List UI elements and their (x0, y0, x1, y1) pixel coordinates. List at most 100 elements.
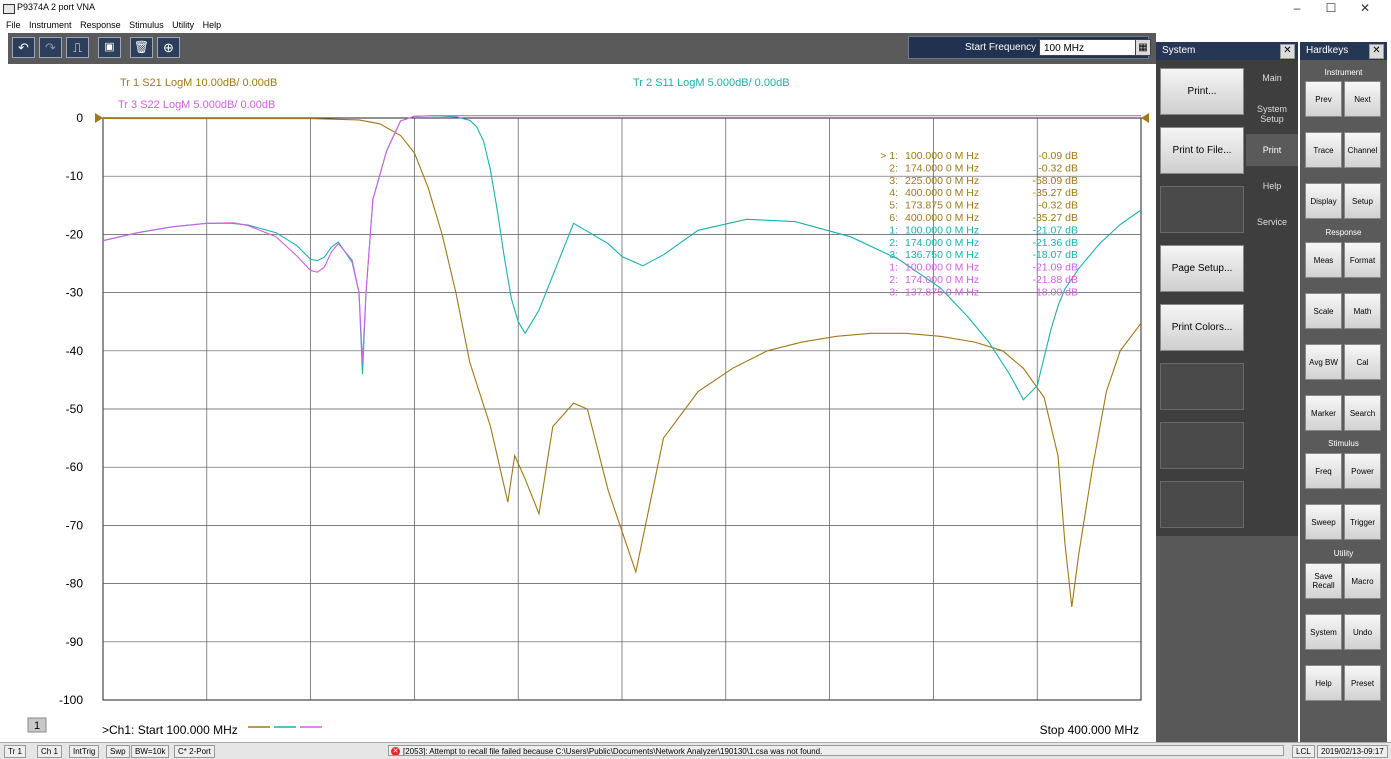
key-search[interactable]: Search (1344, 395, 1381, 431)
tab-service[interactable]: Service (1246, 206, 1298, 238)
print-button[interactable]: Print... (1160, 68, 1244, 115)
tab-help[interactable]: Help (1246, 170, 1298, 202)
status-channel[interactable]: Ch 1 (37, 745, 62, 758)
y-tick-label: -10 (66, 169, 84, 183)
key-format[interactable]: Format (1344, 242, 1381, 278)
key-channel[interactable]: Channel (1344, 132, 1381, 168)
status-message: ✕ [2053]: Attempt to recall file failed … (388, 745, 1284, 756)
menu-utility[interactable]: Utility (172, 20, 195, 30)
key-sweep[interactable]: Sweep (1305, 504, 1342, 540)
key-display[interactable]: Display (1305, 183, 1342, 219)
softkey-blank-3 (1160, 422, 1244, 469)
marker-readout-id: 1: (889, 262, 898, 274)
key-trigger[interactable]: Trigger (1344, 504, 1381, 540)
key-cal[interactable]: Cal (1344, 344, 1381, 380)
key-system[interactable]: System (1305, 614, 1342, 650)
app-icon (3, 4, 15, 14)
key-save-recall[interactable]: Save Recall (1305, 563, 1342, 599)
menu-stimulus[interactable]: Stimulus (129, 20, 164, 30)
marker-readout-id: > 1: (880, 150, 898, 162)
menu-response[interactable]: Response (80, 20, 121, 30)
error-icon: ✕ (391, 747, 400, 755)
key-macro[interactable]: Macro (1344, 563, 1381, 599)
trace-2-line (102, 115, 1142, 401)
screenshot-icon[interactable]: ▣ (98, 37, 121, 58)
status-lcl: LCL (1292, 745, 1315, 758)
menu-file[interactable]: File (6, 20, 21, 30)
key-scale[interactable]: Scale (1305, 293, 1342, 329)
key-trace[interactable]: Trace (1305, 132, 1342, 168)
section-stimulus: Stimulus (1328, 439, 1359, 448)
toolbar: ↶ ↷ ⎍ ▣ 🗑 ⊕ Start Frequency 100 MHz ▦ (8, 33, 1156, 64)
marker-readout-id: 3: (889, 286, 898, 298)
minimize-button[interactable]: – (1293, 1, 1301, 15)
marker-readout-id: 3: (889, 249, 898, 261)
tab-print[interactable]: Print (1246, 134, 1298, 166)
status-calibration[interactable]: C* 2-Port (174, 745, 215, 758)
marker-readout-id: 5: (889, 200, 898, 212)
status-datetime: 2019/02/13-09:17 (1317, 745, 1388, 758)
system-panel-close-icon[interactable]: ✕ (1280, 44, 1295, 59)
trace-1-label[interactable]: Tr 1 S21 LogM 10.00dB/ 0.00dB (120, 77, 277, 89)
key-preset[interactable]: Preset (1344, 665, 1381, 701)
key-math[interactable]: Math (1344, 293, 1381, 329)
menu-help[interactable]: Help (202, 20, 222, 30)
hardkeys-close-icon[interactable]: ✕ (1369, 44, 1384, 59)
key-power[interactable]: Power (1344, 453, 1381, 489)
marker-readout-value: -21.88 dB (1032, 274, 1078, 286)
marker-readout-value: -35.27 dB (1032, 187, 1078, 199)
title-bar: P9374A 2 port VNA – ☐ ✕ (0, 0, 1391, 17)
marker-readout-value: -21.09 dB (1032, 262, 1078, 274)
trace-2-label[interactable]: Tr 2 S11 LogM 5.000dB/ 0.00dB (633, 77, 790, 89)
menu-instrument[interactable]: Instrument (29, 20, 72, 30)
key-setup[interactable]: Setup (1344, 183, 1381, 219)
undo-icon[interactable]: ↶ (12, 37, 35, 58)
zoom-icon[interactable]: ⊕ (157, 37, 180, 58)
print-to-file-button[interactable]: Print to File... (1160, 127, 1244, 174)
y-tick-label: -80 (66, 577, 84, 591)
print-colors-button[interactable]: Print Colors... (1160, 304, 1244, 351)
key-avg-bw[interactable]: Avg BW (1305, 344, 1342, 380)
close-button[interactable]: ✕ (1359, 1, 1371, 15)
key-help[interactable]: Help (1305, 665, 1342, 701)
hardkeys-title: Hardkeys (1306, 45, 1349, 56)
status-sweep[interactable]: Swp (106, 745, 130, 758)
key-next[interactable]: Next (1344, 81, 1381, 117)
marker-readout-value: -18.07 dB (1032, 249, 1078, 261)
channel-start-label: >Ch1: Start 100.000 MHz (102, 723, 238, 737)
marker-readout-id: 2: (889, 162, 898, 174)
marker-readout-frequency: 100.000 0 M Hz (905, 224, 979, 236)
softkey-blank-4 (1160, 481, 1244, 528)
section-instrument: Instrument (1324, 68, 1363, 77)
tab-system-setup[interactable]: System Setup (1246, 98, 1298, 130)
key-marker[interactable]: Marker (1305, 395, 1342, 431)
status-trigger[interactable]: IntTrig (69, 745, 100, 758)
reference-level-right-icon (1141, 113, 1149, 123)
section-response: Response (1325, 228, 1362, 237)
redo-icon[interactable]: ↷ (39, 37, 62, 58)
marker-add-icon[interactable]: ⎍ (66, 37, 89, 58)
status-bandwidth[interactable]: BW=10k (131, 745, 170, 758)
window-title: P9374A 2 port VNA (17, 2, 96, 12)
status-trace[interactable]: Tr 1 (4, 745, 26, 758)
maximize-button[interactable]: ☐ (1325, 1, 1337, 15)
keypad-icon[interactable]: ▦ (1135, 39, 1151, 56)
key-freq[interactable]: Freq (1305, 453, 1342, 489)
measurement-window[interactable]: 0 -10 -20 -30 -40 -50 -60 -70 -80 -90 -100 > 1: 100… (8, 64, 1156, 742)
key-prev[interactable]: Prev (1305, 81, 1342, 117)
section-utility: Utility (1333, 549, 1354, 558)
key-meas[interactable]: Meas (1305, 242, 1342, 278)
tab-main[interactable]: Main (1246, 62, 1298, 94)
page-setup-button[interactable]: Page Setup... (1160, 245, 1244, 292)
marker-readout-frequency: 400.000 0 M Hz (905, 187, 979, 199)
marker-readout-id: 1: (889, 224, 898, 236)
marker-readout-id: 2: (889, 274, 898, 286)
trace-3-label[interactable]: Tr 3 S22 LogM 5.000dB/ 0.00dB (118, 99, 275, 111)
start-frequency-input[interactable]: 100 MHz (1039, 39, 1137, 56)
key-undo[interactable]: Undo (1344, 614, 1381, 650)
system-panel-title: System (1162, 45, 1196, 56)
trace-plot[interactable]: 0 -10 -20 -30 -40 -50 -60 -70 -80 -90 -100 > 1: 100… (8, 64, 1156, 742)
y-tick-label: -70 (66, 518, 84, 532)
delete-icon[interactable]: 🗑 (130, 37, 153, 58)
marker-readout-frequency: 136.750 0 M Hz (905, 249, 979, 261)
